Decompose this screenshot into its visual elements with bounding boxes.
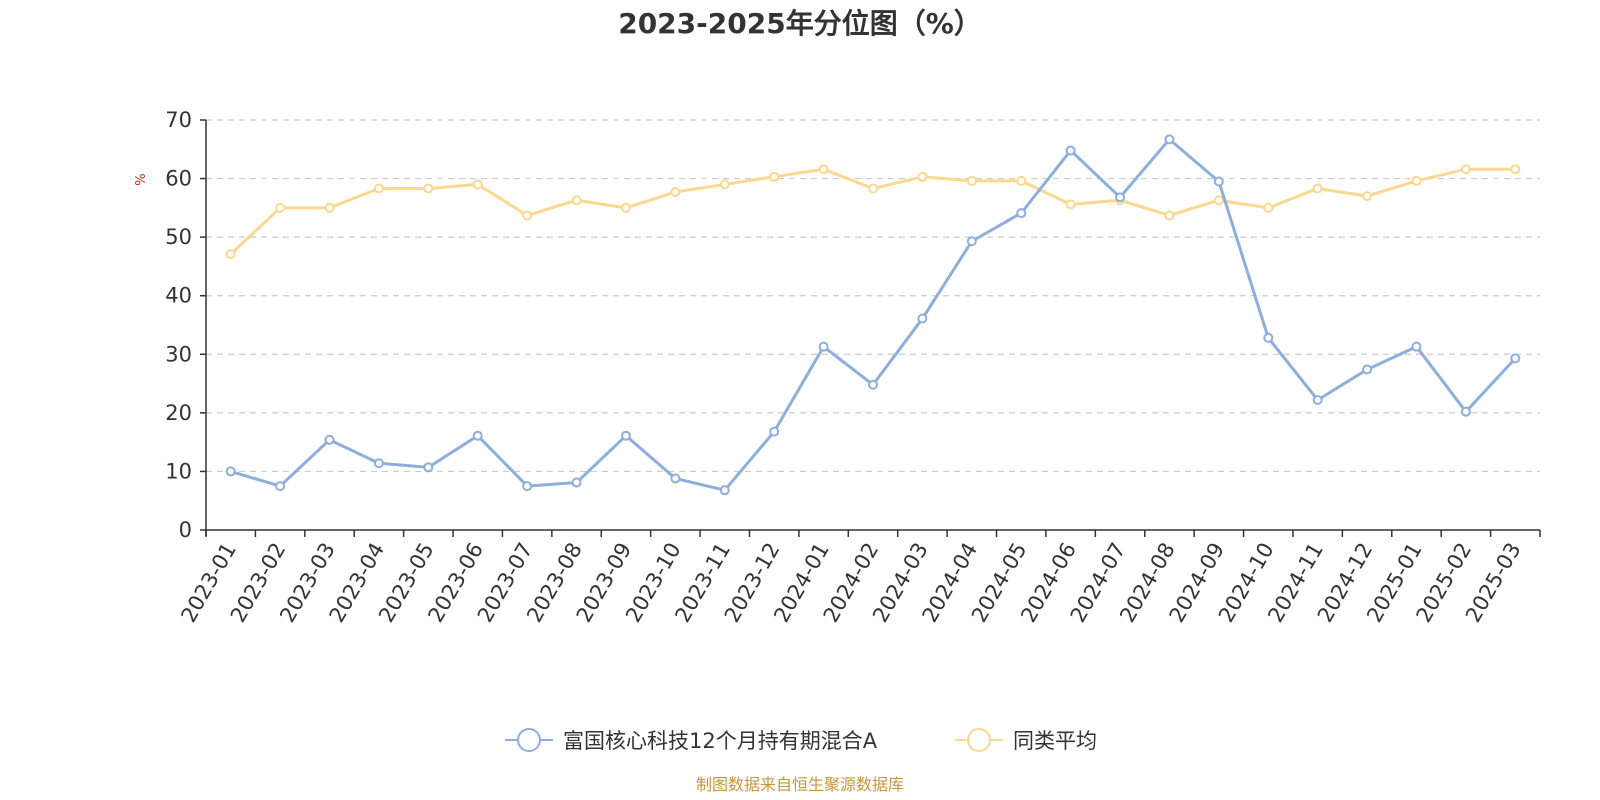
data-point [1460, 164, 1471, 175]
data-point [620, 430, 631, 441]
data-point [225, 466, 236, 477]
y-axis-ticks: 0 10 20 30 40 50 60 70 [165, 108, 206, 542]
data-point [1362, 191, 1373, 202]
legend-label: 同类平均 [1013, 729, 1097, 753]
data-point [472, 179, 483, 190]
data-point [275, 481, 286, 492]
data-point [966, 236, 977, 247]
data-point [324, 202, 335, 213]
data-point [917, 171, 928, 182]
data-point [1263, 202, 1274, 213]
data-point [966, 175, 977, 186]
y-tick-label: 40 [165, 284, 192, 308]
data-point [522, 210, 533, 221]
data-point [719, 179, 730, 190]
y-tick-label: 30 [165, 342, 192, 366]
data-point [818, 164, 829, 175]
data-point [868, 183, 878, 194]
y-tick-label: 70 [165, 108, 192, 132]
data-point [1510, 164, 1521, 175]
data-point [1213, 195, 1224, 206]
data-point [1164, 134, 1175, 145]
data-point [1312, 394, 1323, 405]
data-point [1510, 353, 1521, 364]
data-point [373, 183, 384, 194]
source-note: 制图数据来自恒生聚源数据库 [696, 775, 904, 794]
x-axis-ticks: 2023-012023-022023-032023-042023-052023-… [176, 530, 1541, 626]
data-point [423, 462, 434, 473]
data-point [1016, 175, 1027, 186]
data-point [1065, 145, 1076, 156]
axes [205, 120, 1540, 536]
y-tick-label: 0 [179, 518, 192, 542]
data-point [1362, 364, 1373, 375]
data-point [1065, 199, 1076, 210]
data-point [620, 202, 631, 213]
gridlines [206, 119, 1540, 473]
data-point [1213, 176, 1224, 187]
data-point [1016, 208, 1027, 219]
data-point [1411, 175, 1422, 186]
data-point [670, 187, 681, 198]
series-group [225, 134, 1521, 496]
data-point [1312, 183, 1323, 194]
series-0 [225, 134, 1521, 496]
data-point [373, 458, 384, 469]
y-axis-label: % [134, 173, 149, 185]
data-point [719, 485, 730, 496]
y-tick-label: 10 [165, 459, 192, 483]
data-point [225, 249, 236, 260]
y-tick-label: 20 [165, 401, 192, 425]
data-point [670, 473, 681, 484]
data-point [472, 430, 483, 441]
data-point [769, 171, 780, 182]
chart-title: 2023-2025年分位图（%） [618, 7, 982, 40]
data-point [1115, 192, 1126, 203]
data-point [275, 202, 286, 213]
y-tick-label: 50 [165, 225, 192, 249]
legend-marker [517, 728, 541, 752]
data-point [818, 341, 829, 352]
data-point [1411, 341, 1422, 352]
y-tick-label: 60 [165, 167, 192, 191]
legend-label: 富国核心科技12个月持有期混合A [563, 729, 878, 753]
legend: 富国核心科技12个月持有期混合A 同类平均 [505, 728, 1097, 753]
data-point [1460, 406, 1471, 417]
data-point [1164, 210, 1175, 221]
data-point [917, 313, 928, 324]
data-point [868, 379, 878, 390]
data-point [1263, 332, 1274, 343]
series-line [229, 167, 1516, 256]
data-point [423, 183, 434, 194]
data-point [571, 195, 582, 206]
data-point [571, 477, 582, 488]
data-point [522, 481, 533, 492]
legend-marker [967, 728, 991, 752]
data-point [769, 426, 780, 437]
data-point [324, 434, 335, 445]
series-1 [225, 164, 1521, 260]
